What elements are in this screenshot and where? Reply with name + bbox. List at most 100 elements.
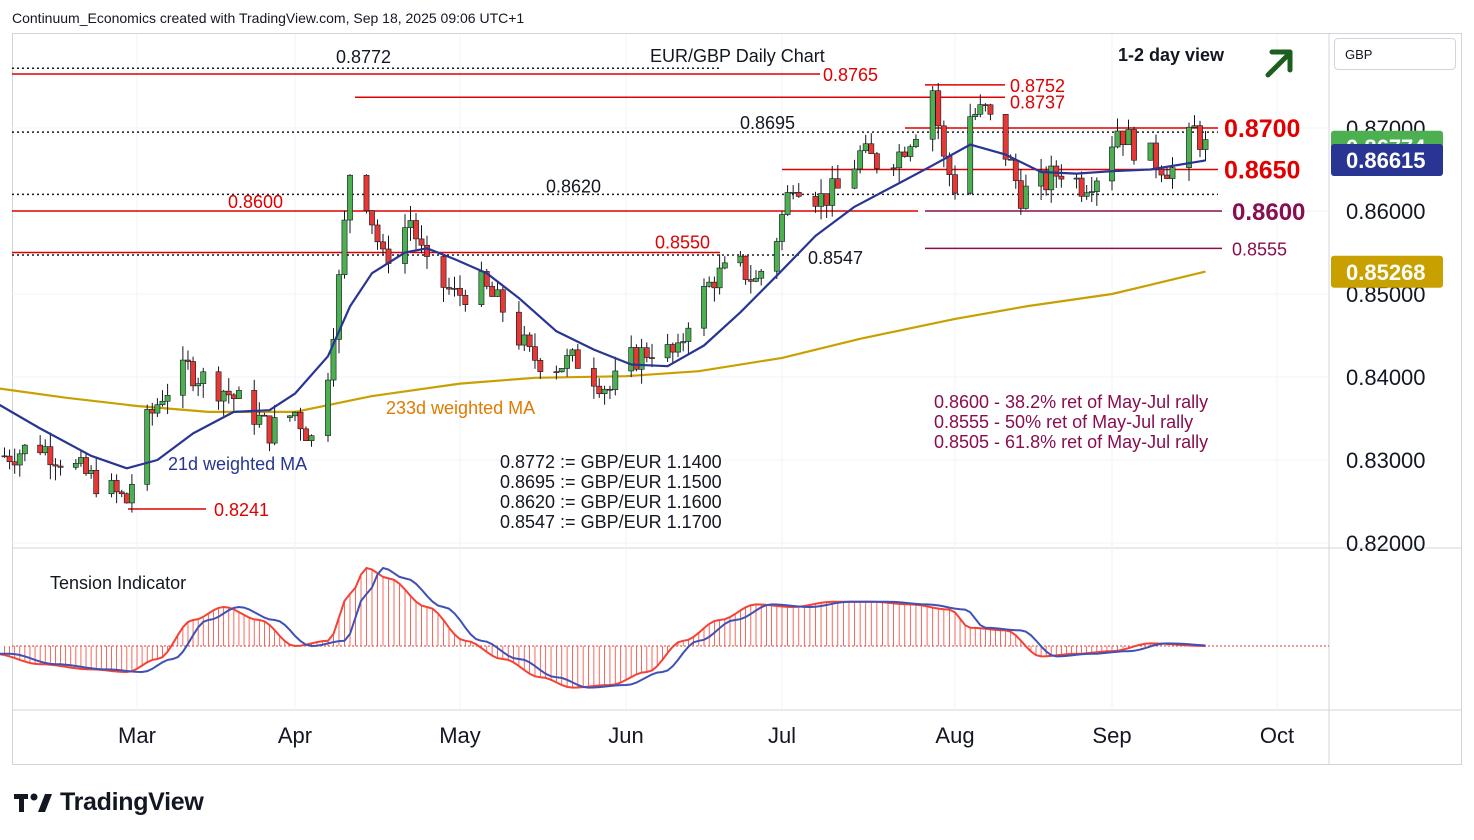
candle-body [494, 289, 501, 297]
candle-body [812, 196, 819, 207]
candle-body [753, 277, 759, 282]
candle-body [325, 379, 331, 436]
level-label: 0.8550 [655, 233, 710, 253]
candle-body [601, 388, 608, 395]
candle-body [200, 371, 207, 384]
candle-body [37, 444, 44, 454]
candle-body [225, 390, 232, 396]
candle-body [940, 125, 947, 157]
price-tick-label: 0.86000 [1346, 199, 1426, 224]
tradingview-logo[interactable]: TradingView [14, 788, 204, 817]
candle-body [1169, 167, 1176, 179]
candle-body [330, 339, 337, 381]
price-tick-label: 0.83000 [1346, 448, 1426, 473]
candle-body [664, 344, 671, 359]
candle-body [612, 370, 619, 390]
candle-body [1078, 177, 1085, 197]
conversion-note: 0.8620 := GBP/EUR 1.1600 [500, 492, 722, 512]
candle-body [607, 388, 613, 391]
candle-body [862, 143, 869, 152]
candle-body [685, 327, 692, 342]
ma21-label: 21d weighted MA [168, 454, 307, 474]
currency-selector[interactable]: GBP [1334, 38, 1456, 70]
candle-body [483, 271, 490, 287]
candle-body [440, 256, 447, 288]
tradingview-logo-text: TradingView [60, 788, 204, 816]
candle-body [907, 146, 914, 157]
candle-body [516, 311, 522, 346]
candle-body [537, 360, 544, 372]
candle-body [1088, 191, 1095, 194]
candle-body [596, 385, 603, 395]
candle-body [47, 446, 54, 466]
candle-body [935, 90, 942, 127]
candle-body [195, 383, 202, 387]
candle-body [489, 286, 496, 297]
candle-body [462, 294, 469, 305]
candle-body [108, 480, 115, 495]
candle-body [977, 104, 984, 115]
candle-body [680, 341, 687, 344]
candle-body [638, 347, 645, 370]
level-label: 0.8737 [1010, 92, 1065, 112]
candle-body [6, 455, 13, 463]
candle-body [1120, 130, 1126, 146]
candle-body [721, 262, 728, 269]
annotations-layer: EUR/GBP Daily Chart 1-2 day view 21d wei… [50, 45, 1293, 593]
candle-body [747, 279, 754, 282]
candle-body [308, 435, 315, 441]
ma233-label: 233d weighted MA [386, 398, 535, 418]
candle-body [154, 404, 161, 414]
candle-body [1043, 170, 1050, 191]
tension-fast-line [0, 566, 1206, 689]
candle-body [57, 465, 64, 468]
conversion-note: 0.8695 := GBP/EUR 1.1500 [500, 472, 722, 492]
candle-body [1083, 192, 1090, 197]
candle-body [369, 210, 375, 226]
candle-body [418, 238, 425, 246]
candle-body [773, 241, 780, 272]
candle-body [1131, 129, 1137, 161]
ma233-line [0, 270, 1206, 413]
candle-body [784, 192, 791, 215]
candle-body [1158, 168, 1165, 176]
candle-body [1197, 125, 1203, 150]
level-label: 0.8765 [823, 65, 878, 85]
ma233-layer [0, 270, 1206, 413]
candle-body [164, 394, 171, 402]
conversion-note: 0.8772 := GBP/EUR 1.1400 [500, 452, 722, 472]
candle-body [779, 214, 785, 242]
candle-body [1012, 159, 1019, 181]
arrow-up-icon [1265, 49, 1293, 78]
candle-body [287, 415, 293, 418]
price-badge-label: 0.85268 [1346, 260, 1426, 285]
candle-body [179, 359, 186, 396]
candle-body [1007, 158, 1014, 161]
candle-body [1023, 185, 1029, 209]
candle-body [271, 417, 278, 444]
candle-body [1017, 180, 1024, 209]
time-axis[interactable]: Mar Apr May Jun Jul Aug Sep Oct [118, 723, 1294, 748]
candle-body [266, 415, 273, 444]
candle-body [913, 138, 919, 147]
candle-body [78, 457, 84, 464]
level-label: 0.8547 [808, 248, 863, 268]
candle-body [901, 151, 908, 157]
candle-body [341, 219, 348, 275]
chart-frame [12, 33, 1462, 765]
candle-body [521, 334, 528, 346]
candle-body [711, 281, 718, 289]
candle-body [851, 168, 858, 189]
candle-body [16, 453, 23, 466]
price-tick-label: 0.82000 [1346, 531, 1426, 556]
candle-body [558, 368, 565, 373]
level-label: 0.8700 [1224, 115, 1300, 143]
candle-body [413, 220, 419, 240]
time-tick-label: Aug [935, 723, 974, 748]
candle-body [823, 193, 830, 206]
price-axis[interactable]: 0.820000.830000.840000.850000.860000.870… [1346, 116, 1426, 556]
time-tick-label: Apr [278, 723, 312, 748]
candle-body [478, 271, 485, 305]
